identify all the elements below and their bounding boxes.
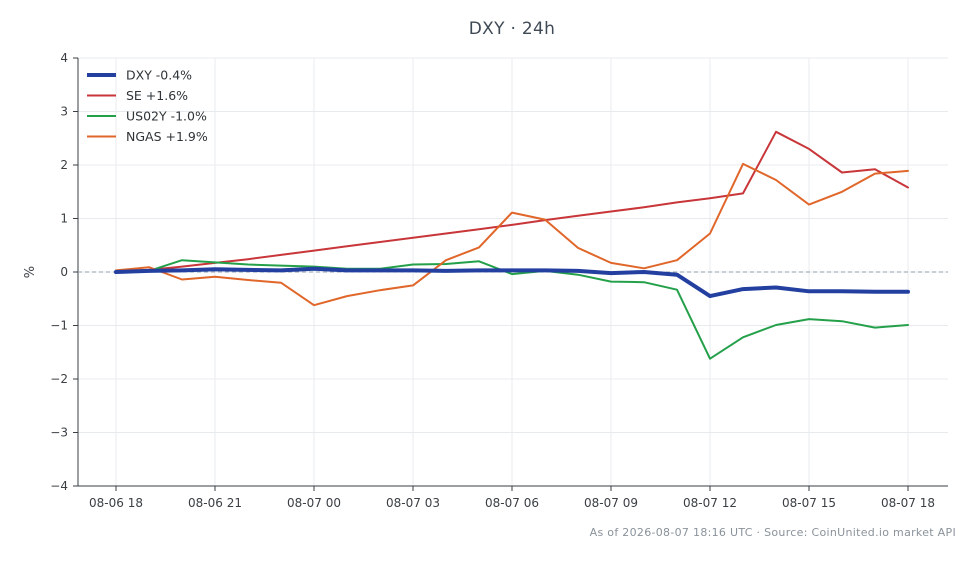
series-line bbox=[115, 162, 909, 307]
legend: DXY -0.4% SE +1.6% US02Y -1.0% NGAS +1.9% bbox=[87, 68, 208, 144]
source-footer: As of 2026-08-07 18:16 UTC · Source: Coi… bbox=[589, 526, 956, 539]
x-tick-label: 08-07 06 bbox=[485, 496, 539, 510]
y-tick-label: −2 bbox=[50, 372, 68, 386]
y-tick-label: 2 bbox=[60, 158, 68, 172]
x-tick-label: 08-06 21 bbox=[188, 496, 242, 510]
x-tick-label: 08-07 12 bbox=[683, 496, 737, 510]
y-tick-label: −1 bbox=[50, 319, 68, 333]
series-line bbox=[115, 259, 909, 360]
y-tick-label: 0 bbox=[60, 265, 68, 279]
x-tick-label: 08-07 03 bbox=[386, 496, 440, 510]
y-tick-label: 4 bbox=[60, 51, 68, 65]
y-tick-label: 3 bbox=[60, 105, 68, 119]
x-tick-label: 08-07 00 bbox=[287, 496, 341, 510]
x-tick-label: 08-07 09 bbox=[584, 496, 638, 510]
x-tick-label: 08-07 18 bbox=[881, 496, 935, 510]
legend-label: US02Y -1.0% bbox=[126, 109, 207, 124]
legend-label: NGAS +1.9% bbox=[126, 129, 208, 144]
y-tick-label: −4 bbox=[50, 479, 68, 493]
chart-title: DXY · 24h bbox=[468, 19, 556, 39]
y-axis-label: % bbox=[23, 266, 38, 278]
legend-label: DXY -0.4% bbox=[126, 68, 192, 83]
legend-label: SE +1.6% bbox=[126, 88, 188, 103]
x-tick-label: 08-07 15 bbox=[782, 496, 836, 510]
series-line bbox=[115, 130, 909, 272]
series-line bbox=[114, 266, 910, 299]
y-tick-label: −3 bbox=[50, 426, 68, 440]
x-tick-label: 08-06 18 bbox=[89, 496, 143, 510]
y-tick-label: 1 bbox=[60, 212, 68, 226]
